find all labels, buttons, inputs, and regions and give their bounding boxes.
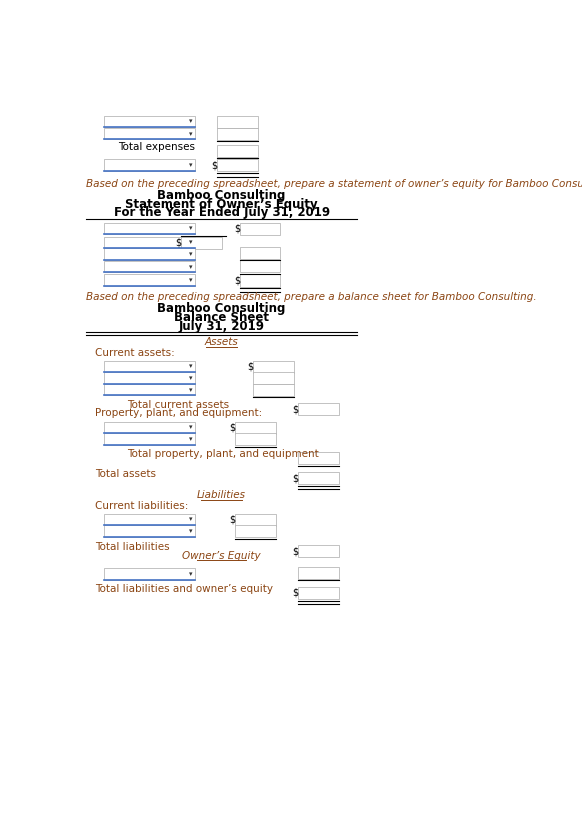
Bar: [104, 433, 194, 445]
Text: ▾: ▾: [189, 119, 193, 125]
Bar: [235, 421, 276, 434]
Bar: [235, 433, 276, 445]
Text: Balance Sheet: Balance Sheet: [174, 311, 269, 324]
Bar: [240, 247, 281, 259]
Text: Based on the preceding spreadsheet, prepare a balance sheet for Bamboo Consultin: Based on the preceding spreadsheet, prep…: [86, 293, 537, 302]
Bar: [299, 403, 339, 416]
Bar: [217, 116, 258, 128]
Text: Property, plant, and equipment:: Property, plant, and equipment:: [95, 408, 262, 418]
Text: ▾: ▾: [189, 130, 193, 136]
Text: ▾: ▾: [189, 225, 193, 231]
Text: Total liabilities: Total liabilities: [95, 542, 170, 552]
Bar: [217, 160, 258, 171]
Text: $: $: [234, 276, 240, 286]
Text: Total liabilities and owner’s equity: Total liabilities and owner’s equity: [95, 583, 274, 593]
Text: ▾: ▾: [189, 435, 193, 442]
Bar: [217, 128, 258, 140]
Bar: [299, 545, 339, 558]
Text: ▾: ▾: [189, 528, 193, 534]
Bar: [104, 421, 194, 433]
Bar: [299, 567, 339, 579]
Bar: [104, 274, 194, 286]
Bar: [104, 568, 194, 580]
Text: $: $: [247, 361, 253, 371]
Text: ▾: ▾: [189, 251, 193, 257]
Bar: [104, 128, 194, 140]
Text: ▾: ▾: [189, 571, 193, 577]
Bar: [104, 248, 194, 259]
Bar: [253, 372, 294, 385]
Bar: [104, 160, 194, 170]
Bar: [299, 452, 339, 465]
Text: $: $: [229, 423, 235, 433]
Bar: [235, 525, 276, 538]
Text: ▾: ▾: [189, 239, 193, 245]
Text: $: $: [292, 404, 299, 414]
Bar: [104, 372, 194, 384]
Text: July 31, 2019: July 31, 2019: [179, 320, 265, 332]
Text: Total current assets: Total current assets: [127, 400, 229, 410]
Text: ▾: ▾: [189, 375, 193, 381]
Bar: [104, 261, 194, 273]
Text: $: $: [175, 238, 181, 248]
Text: Statement of Owner’s Equity: Statement of Owner’s Equity: [125, 198, 318, 210]
Bar: [104, 237, 194, 248]
Bar: [253, 361, 294, 373]
Bar: [104, 384, 194, 396]
Text: Owner’s Equity: Owner’s Equity: [182, 551, 261, 561]
Bar: [253, 384, 294, 396]
Text: Based on the preceding spreadsheet, prepare a statement of owner’s equity for Ba: Based on the preceding spreadsheet, prep…: [86, 179, 582, 189]
Text: ▾: ▾: [189, 162, 193, 168]
Text: ▾: ▾: [189, 363, 193, 370]
Text: Assets: Assets: [205, 337, 239, 347]
Text: $: $: [211, 160, 217, 170]
Bar: [240, 274, 281, 287]
Text: ▾: ▾: [189, 386, 193, 392]
Text: Current assets:: Current assets:: [95, 348, 175, 358]
Text: Current liabilities:: Current liabilities:: [95, 501, 189, 511]
Text: Total expenses: Total expenses: [118, 142, 195, 152]
Bar: [104, 361, 194, 372]
Bar: [235, 514, 276, 526]
Text: Total property, plant, and equipment: Total property, plant, and equipment: [127, 450, 318, 460]
Text: Total assets: Total assets: [95, 469, 157, 479]
Bar: [240, 259, 281, 272]
Bar: [104, 525, 194, 537]
Bar: [104, 223, 194, 234]
Text: For the Year Ended July 31, 2019: For the Year Ended July 31, 2019: [113, 206, 329, 219]
Bar: [104, 116, 194, 127]
Bar: [217, 145, 258, 157]
Text: $: $: [234, 224, 240, 234]
Bar: [299, 587, 339, 599]
Text: ▾: ▾: [189, 425, 193, 430]
Text: $: $: [292, 588, 299, 597]
Bar: [181, 237, 222, 248]
Text: ▾: ▾: [189, 263, 193, 270]
Bar: [299, 472, 339, 484]
Text: $: $: [292, 546, 299, 556]
Text: ▾: ▾: [189, 278, 193, 283]
Bar: [104, 514, 194, 525]
Text: Bamboo Consulting: Bamboo Consulting: [157, 302, 286, 315]
Text: Liabilities: Liabilities: [197, 490, 246, 500]
Bar: [240, 223, 281, 234]
Text: ▾: ▾: [189, 517, 193, 523]
Text: $: $: [292, 473, 299, 483]
Text: $: $: [229, 514, 235, 525]
Text: Bamboo Consulting: Bamboo Consulting: [157, 189, 286, 202]
